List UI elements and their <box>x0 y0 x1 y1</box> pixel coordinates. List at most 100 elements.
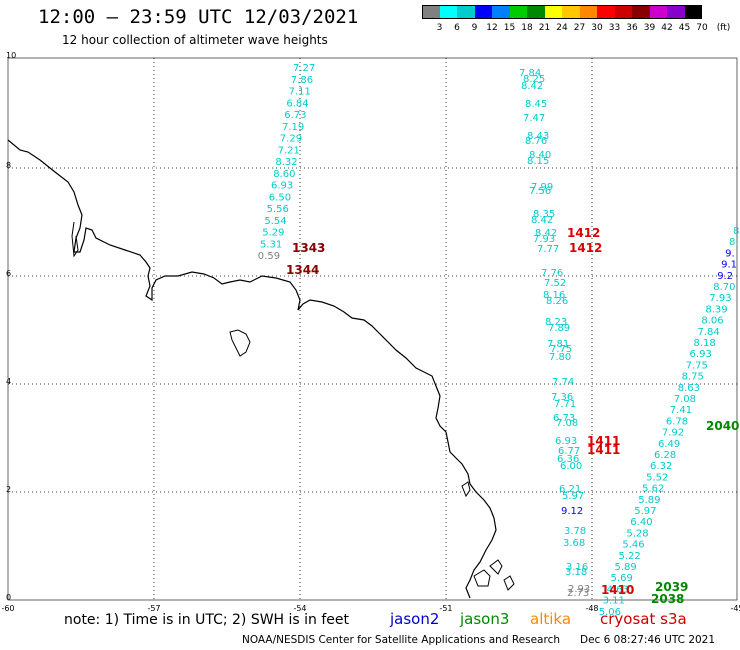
wave-height-label: 6.28 <box>654 450 676 461</box>
wave-height-label: 6.49 <box>658 439 680 450</box>
color-scale-tick: (ft) <box>716 23 731 33</box>
color-scale-tick: 27 <box>573 23 586 33</box>
wave-height-label: 5.69 <box>611 573 633 584</box>
y-axis-tick-label: 4 <box>6 377 11 386</box>
wave-height-label: 6.84 <box>286 98 308 109</box>
color-scale-swatch <box>649 5 667 19</box>
wave-height-label: 7.86 <box>291 75 313 86</box>
wave-height-label: 6.36 <box>557 454 579 465</box>
wave-height-label: 7.21 <box>278 145 300 156</box>
pass-time-label: 1344 <box>286 263 319 277</box>
map-frame <box>7 57 738 601</box>
y-axis-tick-label: 8 <box>6 161 11 170</box>
wave-height-label: 7.92 <box>662 428 684 439</box>
pass-time-label: 1412 <box>569 241 602 255</box>
color-scale-swatch <box>667 5 685 19</box>
wave-height-label: 7.77 <box>537 244 559 255</box>
color-scale-tick: 45 <box>678 23 691 33</box>
wave-height-label: 8.18 <box>694 338 716 349</box>
y-axis-tick-label: 0 <box>6 593 11 602</box>
pass-time-label: 2040 <box>706 419 739 433</box>
pass-time-label: 1410 <box>601 583 634 597</box>
wave-height-label: 8.70 <box>713 282 735 293</box>
color-scale-tick: 6 <box>454 23 460 33</box>
wave-height-label: 5.28 <box>626 528 648 539</box>
wave-height-label: 5.56 <box>267 204 289 215</box>
wave-height-label: 8.25 <box>523 74 545 85</box>
wave-height-label: 8.32 <box>275 157 297 168</box>
wave-height-label: 5.89 <box>615 562 637 573</box>
wave-height-label: 7.93 <box>533 234 555 245</box>
legend-item-jason3: jason3 <box>460 610 510 628</box>
wave-height-label: 2.73 <box>567 588 589 599</box>
render-timestamp: Dec 6 08:27:46 UTC 2021 <box>580 634 716 646</box>
wave-height-label: 5.89 <box>638 495 660 506</box>
wave-height-label: 8.15 <box>527 156 549 167</box>
color-scale-tick: 9 <box>471 23 478 33</box>
color-scale-tick: 21 <box>538 23 551 33</box>
wave-height-label: 7.27 <box>293 63 315 74</box>
color-scale-tick: 15 <box>503 23 516 33</box>
color-scale-tick: 70 <box>696 23 708 33</box>
wave-height-label: 7.84 <box>697 327 719 338</box>
wave-height-label: 8.76 <box>525 136 547 147</box>
coastline <box>7 139 497 599</box>
color-scale-swatch <box>527 5 545 19</box>
wave-height-label: 6.93 <box>271 181 293 192</box>
pass-time-label: 2038 <box>651 592 684 606</box>
wave-height-label: 8. <box>729 237 739 248</box>
island <box>461 481 515 591</box>
satellite-tracks: 7.277.867.116.846.737.197.297.218.328.60… <box>258 63 740 618</box>
x-axis-tick-label: -54 <box>293 604 306 613</box>
x-axis-tick-label: -57 <box>147 604 160 613</box>
wave-height-label: 8.26 <box>546 296 568 307</box>
wave-height-label: 8.16 <box>543 290 565 301</box>
wave-height-label: 6.93 <box>555 436 577 447</box>
y-axis-tick-label: 2 <box>6 485 11 494</box>
y-axis-tick-label: 6 <box>6 269 11 278</box>
wave-height-label: 7.75 <box>686 360 708 371</box>
wave-height-label: 7.41 <box>670 405 692 416</box>
map-grid <box>8 58 737 600</box>
wave-height-label: 9.1 <box>721 260 737 271</box>
color-scale-swatch <box>492 5 510 19</box>
wave-height-label: 3.18 <box>565 567 587 578</box>
wave-height-label: 7.19 <box>282 122 304 133</box>
wave-height-label: 0.59 <box>258 251 280 262</box>
wave-height-label: 8.42 <box>535 228 557 239</box>
color-scale-tick: 33 <box>608 23 621 33</box>
wave-height-label: 6.73 <box>284 110 306 121</box>
wave-height-label: 5.97 <box>634 506 656 517</box>
wave-height-label: 8.60 <box>273 169 295 180</box>
color-scale-swatch <box>597 5 615 19</box>
color-scale-swatch <box>457 5 475 19</box>
wave-height-label: 8.42 <box>521 81 543 92</box>
color-scale-frame <box>422 5 702 19</box>
wave-height-label: 7.89 <box>548 323 570 334</box>
wave-height-label: 2.93 <box>568 584 590 595</box>
wave-height-label: 8. <box>733 226 740 237</box>
wave-height-label: 6.73 <box>553 413 575 424</box>
x-axis-tick-label: -48 <box>585 604 598 613</box>
color-scale-tick: 12 <box>486 23 498 33</box>
wave-height-label: 5.97 <box>562 491 584 502</box>
wave-height-label: 8.40 <box>529 150 551 161</box>
footnote: note: 1) Time is in UTC; 2) SWH is in fe… <box>64 612 350 628</box>
wave-height-label: 6.93 <box>690 349 712 360</box>
x-axis-tick-label: -45 <box>730 604 740 613</box>
wave-height-label: 7.80 <box>549 352 571 363</box>
wave-height-label: 7.56 <box>529 186 551 197</box>
wave-height-label: 9.2 <box>717 271 733 282</box>
color-scale-tick: 36 <box>626 23 638 33</box>
wave-height-label: 7.36 <box>551 392 573 403</box>
wave-height-label: 3.16 <box>566 562 588 573</box>
wave-height-label: 7.75 <box>550 344 572 355</box>
x-axis-tick-label: -51 <box>439 604 452 613</box>
wave-height-label: 7.99 <box>531 182 553 193</box>
wave-height-label: 7.08 <box>556 418 578 429</box>
color-scale-tick: 42 <box>661 23 673 33</box>
wave-height-label: 9.12 <box>561 506 583 517</box>
wave-height-label: 6.32 <box>650 461 672 472</box>
color-scale-swatch <box>579 5 597 19</box>
